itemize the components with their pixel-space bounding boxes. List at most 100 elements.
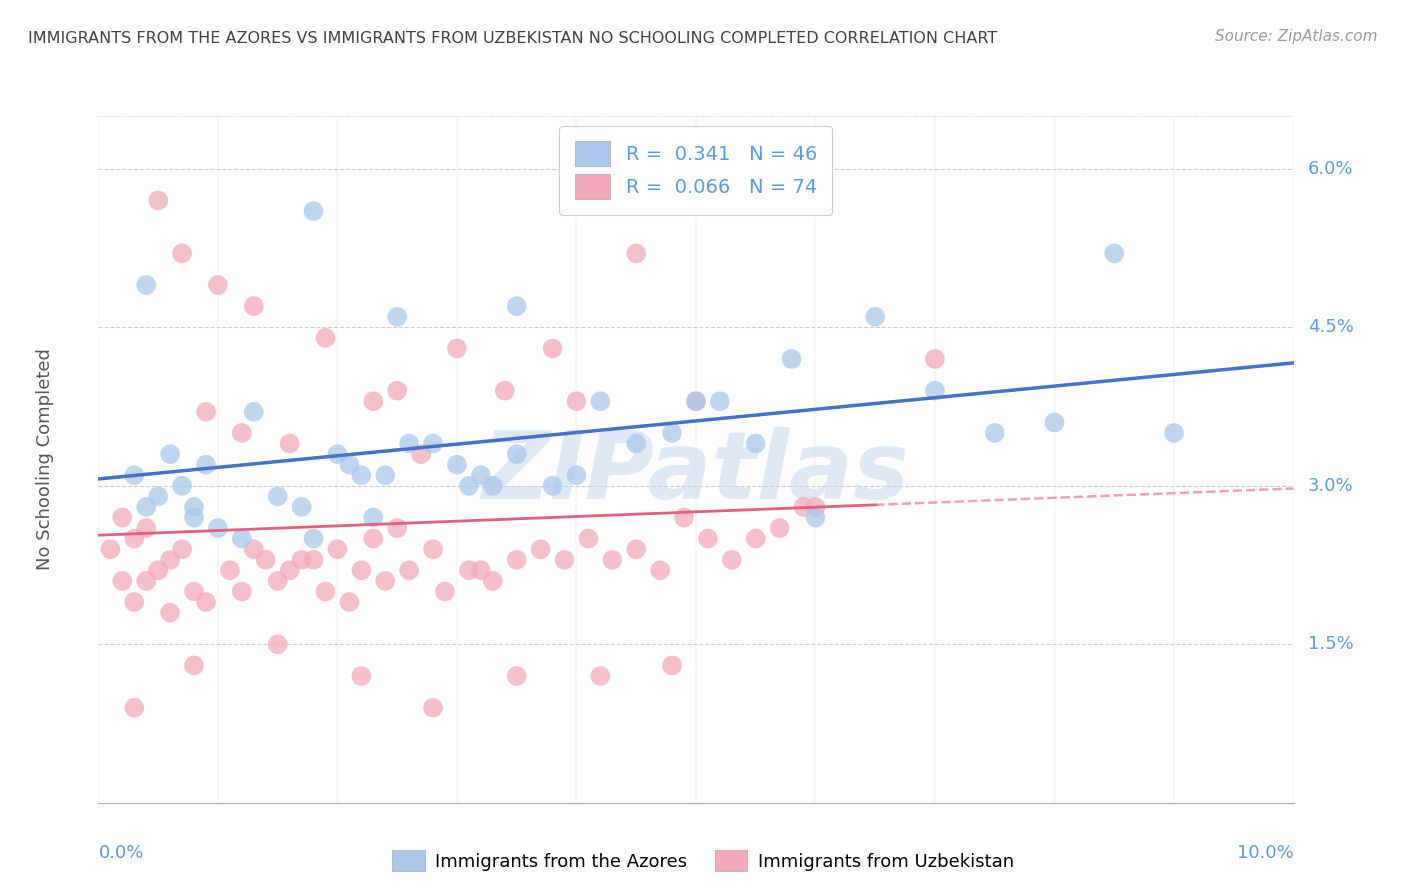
- Point: [363, 532, 385, 546]
- Point: [541, 342, 564, 356]
- Point: [398, 563, 420, 577]
- Point: [243, 299, 266, 313]
- Point: [111, 574, 134, 588]
- Point: [685, 394, 707, 409]
- Point: [385, 384, 409, 398]
- Point: [148, 563, 170, 577]
- Point: [148, 194, 170, 208]
- Point: [374, 468, 396, 483]
- Point: [159, 447, 181, 461]
- Point: [578, 532, 600, 546]
- Point: [183, 584, 205, 599]
- Point: [446, 342, 468, 356]
- Point: [385, 310, 409, 324]
- Point: [135, 521, 157, 535]
- Point: [494, 384, 516, 398]
- Point: [554, 553, 576, 567]
- Point: [470, 468, 492, 483]
- Point: [195, 595, 218, 609]
- Point: [745, 436, 768, 450]
- Point: [183, 500, 205, 514]
- Point: [350, 563, 373, 577]
- Point: [278, 563, 301, 577]
- Point: [565, 394, 588, 409]
- Point: [565, 468, 588, 483]
- Point: [183, 510, 205, 524]
- Point: [363, 394, 385, 409]
- Point: [172, 479, 194, 493]
- Point: [411, 447, 433, 461]
- Point: [363, 510, 385, 524]
- Point: [506, 447, 529, 461]
- Point: [422, 542, 444, 557]
- Text: IMMIGRANTS FROM THE AZORES VS IMMIGRANTS FROM UZBEKISTAN NO SCHOOLING COMPLETED : IMMIGRANTS FROM THE AZORES VS IMMIGRANTS…: [28, 31, 997, 46]
- Legend: Immigrants from the Azores, Immigrants from Uzbekistan: Immigrants from the Azores, Immigrants f…: [385, 843, 1021, 879]
- Point: [769, 521, 792, 535]
- Point: [231, 425, 253, 440]
- Point: [458, 479, 481, 493]
- Point: [124, 595, 146, 609]
- Point: [231, 532, 253, 546]
- Point: [434, 584, 457, 599]
- Point: [661, 658, 683, 673]
- Point: [291, 553, 314, 567]
- Point: [302, 532, 325, 546]
- Point: [530, 542, 553, 557]
- Point: [626, 246, 648, 260]
- Point: [1163, 425, 1185, 440]
- Point: [124, 468, 146, 483]
- Point: [589, 669, 612, 683]
- Point: [350, 669, 373, 683]
- Point: [589, 394, 612, 409]
- Point: [291, 500, 314, 514]
- Point: [697, 532, 720, 546]
- Point: [924, 351, 946, 366]
- Point: [721, 553, 744, 567]
- Point: [302, 204, 325, 219]
- Point: [482, 479, 505, 493]
- Text: 0.0%: 0.0%: [98, 844, 143, 862]
- Point: [135, 278, 157, 293]
- Point: [398, 436, 420, 450]
- Point: [267, 489, 290, 503]
- Point: [541, 479, 564, 493]
- Point: [422, 700, 444, 714]
- Point: [924, 384, 946, 398]
- Point: [374, 574, 396, 588]
- Point: [385, 521, 409, 535]
- Point: [339, 595, 361, 609]
- Point: [172, 542, 194, 557]
- Point: [804, 500, 827, 514]
- Point: [195, 458, 218, 472]
- Point: [159, 553, 181, 567]
- Point: [650, 563, 672, 577]
- Point: [183, 658, 205, 673]
- Text: 1.5%: 1.5%: [1308, 635, 1354, 653]
- Point: [506, 669, 529, 683]
- Text: ZIPatlas: ZIPatlas: [482, 427, 910, 519]
- Point: [111, 510, 134, 524]
- Point: [124, 700, 146, 714]
- Point: [984, 425, 1007, 440]
- Point: [231, 584, 253, 599]
- Text: Source: ZipAtlas.com: Source: ZipAtlas.com: [1215, 29, 1378, 44]
- Point: [267, 574, 290, 588]
- Point: [207, 278, 229, 293]
- Point: [458, 563, 481, 577]
- Point: [315, 331, 337, 345]
- Point: [219, 563, 242, 577]
- Point: [793, 500, 815, 514]
- Point: [1104, 246, 1126, 260]
- Point: [278, 436, 301, 450]
- Point: [159, 606, 181, 620]
- Point: [339, 458, 361, 472]
- Point: [506, 299, 529, 313]
- Point: [865, 310, 887, 324]
- Text: 6.0%: 6.0%: [1308, 160, 1354, 178]
- Point: [709, 394, 731, 409]
- Point: [148, 489, 170, 503]
- Text: No Schooling Completed: No Schooling Completed: [35, 349, 53, 570]
- Point: [326, 447, 349, 461]
- Text: 10.0%: 10.0%: [1237, 844, 1294, 862]
- Point: [446, 458, 468, 472]
